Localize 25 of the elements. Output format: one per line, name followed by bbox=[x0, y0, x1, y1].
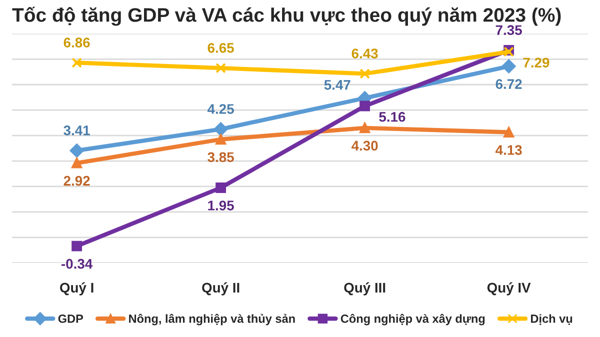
data-label: 7.29 bbox=[523, 58, 550, 68]
data-label: 5.16 bbox=[379, 112, 406, 122]
data-label: 4.25 bbox=[207, 104, 234, 114]
data-label: 4.30 bbox=[351, 140, 378, 151]
data-label: 3.41 bbox=[64, 125, 90, 136]
data-label: 1.95 bbox=[208, 200, 234, 210]
data-label: 6.65 bbox=[208, 42, 234, 53]
data-label: 5.47 bbox=[324, 80, 350, 90]
data-label: 6.43 bbox=[352, 48, 378, 58]
x-tick-label: Quý IV bbox=[487, 282, 531, 296]
data-label: 6.86 bbox=[64, 38, 90, 48]
legend-label: Nông, lâm nghiệp và thủy sản bbox=[129, 314, 295, 326]
x-tick-label: Quý II bbox=[202, 282, 240, 296]
data-label: 7.35 bbox=[496, 25, 522, 36]
data-label: 3.85 bbox=[208, 152, 234, 162]
x-tick-label: Quý III bbox=[344, 282, 386, 296]
legend-label: Công nghiệp và xây dựng bbox=[340, 314, 485, 326]
data-label: 6.72 bbox=[496, 79, 522, 89]
legend-label: Dịch vụ bbox=[531, 314, 572, 325]
chart-title: Tốc độ tăng GDP và VA các khu vực theo quý năm 2023 (%) bbox=[12, 6, 561, 26]
data-label: 4.13 bbox=[495, 145, 522, 155]
data-label: -0.34 bbox=[62, 258, 93, 269]
data-label: 2.92 bbox=[64, 176, 90, 186]
legend-label: GDP bbox=[58, 314, 84, 323]
x-tick-label: Quý I bbox=[60, 282, 94, 296]
